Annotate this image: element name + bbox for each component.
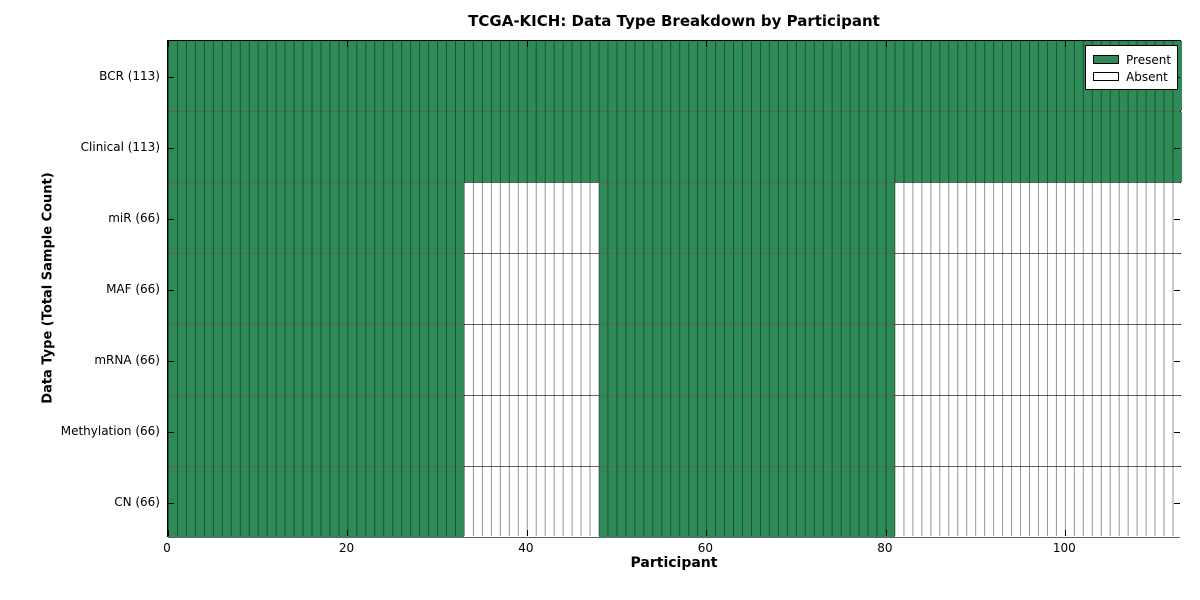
y-tick-label: Clinical (113) — [80, 139, 160, 154]
y-tick-label: CN (66) — [114, 494, 160, 509]
y-tick-mark — [168, 502, 174, 504]
heatmap-row-maf — [168, 254, 1182, 325]
heatmap-plot-area — [167, 40, 1182, 538]
segment-absent — [464, 467, 599, 537]
legend: Present Absent — [1085, 45, 1178, 90]
x-tick-mark — [885, 41, 887, 47]
segment-absent — [894, 183, 1182, 253]
segment-present — [168, 325, 465, 395]
heatmap-row-mir — [168, 183, 1182, 254]
x-tick-mark — [526, 530, 528, 536]
x-tick-label: 20 — [338, 541, 355, 555]
x-tick-mark — [168, 41, 169, 47]
y-tick-mark — [168, 147, 174, 149]
y-tick-mark — [168, 431, 174, 433]
x-tick-label: 60 — [697, 541, 714, 555]
heatmap-row-clinical — [168, 112, 1182, 183]
x-tick-label: 0 — [163, 541, 171, 555]
x-tick-mark — [347, 530, 349, 536]
y-tick-mark — [168, 218, 174, 220]
segment-present — [168, 183, 465, 253]
y-tick-label: miR (66) — [108, 210, 160, 225]
x-tick-mark — [706, 41, 708, 47]
x-tick-mark — [706, 530, 708, 536]
y-tick-label: MAF (66) — [106, 281, 160, 296]
segment-absent — [464, 254, 599, 324]
y-tick-mark — [1174, 218, 1180, 220]
legend-entry-absent: Absent — [1093, 68, 1170, 85]
legend-entry-present: Present — [1093, 51, 1172, 68]
x-tick-mark — [885, 530, 887, 536]
y-tick-mark — [1174, 147, 1180, 149]
y-tick-mark — [1174, 360, 1180, 362]
x-tick-mark — [526, 41, 528, 47]
x-tick-mark — [347, 41, 349, 47]
segment-present — [168, 467, 465, 537]
x-tick-label: 100 — [1052, 541, 1076, 555]
segment-absent — [464, 396, 599, 466]
segment-present — [598, 254, 895, 324]
y-tick-label: BCR (113) — [99, 68, 160, 83]
y-tick-mark — [1174, 431, 1180, 433]
heatmap-row-cn — [168, 467, 1182, 538]
y-tick-mark — [168, 360, 174, 362]
legend-label-absent: Absent — [1126, 69, 1168, 84]
segment-absent — [464, 183, 599, 253]
x-tick-mark — [168, 530, 169, 536]
x-tick-mark — [1065, 530, 1067, 536]
x-tick-label: 80 — [877, 541, 893, 555]
segment-present — [168, 396, 465, 466]
segment-present — [598, 467, 895, 537]
x-tick-label: 40 — [518, 541, 534, 555]
absent-swatch-icon — [1093, 72, 1119, 81]
segment-present — [598, 325, 895, 395]
segment-absent — [464, 325, 599, 395]
heatmap-row-bcr — [168, 41, 1182, 112]
heatmap-row-mrna — [168, 325, 1182, 396]
chart-title: TCGA-KICH: Data Type Breakdown by Partic… — [468, 12, 880, 30]
y-tick-mark — [1174, 289, 1180, 291]
segment-present — [598, 183, 895, 253]
segment-present — [168, 41, 1182, 111]
segment-absent — [894, 254, 1182, 324]
present-swatch-icon — [1093, 55, 1119, 64]
segment-present — [598, 396, 895, 466]
segment-present — [168, 112, 1182, 182]
y-tick-mark — [168, 289, 174, 291]
segment-absent — [894, 396, 1182, 466]
x-axis-label: Participant — [630, 555, 718, 571]
y-tick-mark — [1174, 502, 1180, 504]
segment-absent — [894, 325, 1182, 395]
y-tick-mark — [168, 76, 174, 78]
legend-label-present: Present — [1126, 52, 1172, 67]
y-tick-label: mRNA (66) — [94, 352, 160, 367]
segment-absent — [894, 467, 1182, 537]
x-tick-mark — [1065, 41, 1067, 47]
heatmap-row-methylation — [168, 396, 1182, 467]
segment-present — [168, 254, 465, 324]
y-tick-label: Methylation (66) — [60, 423, 160, 438]
y-axis-label: Data Type (Total Sample Count) — [40, 172, 56, 404]
